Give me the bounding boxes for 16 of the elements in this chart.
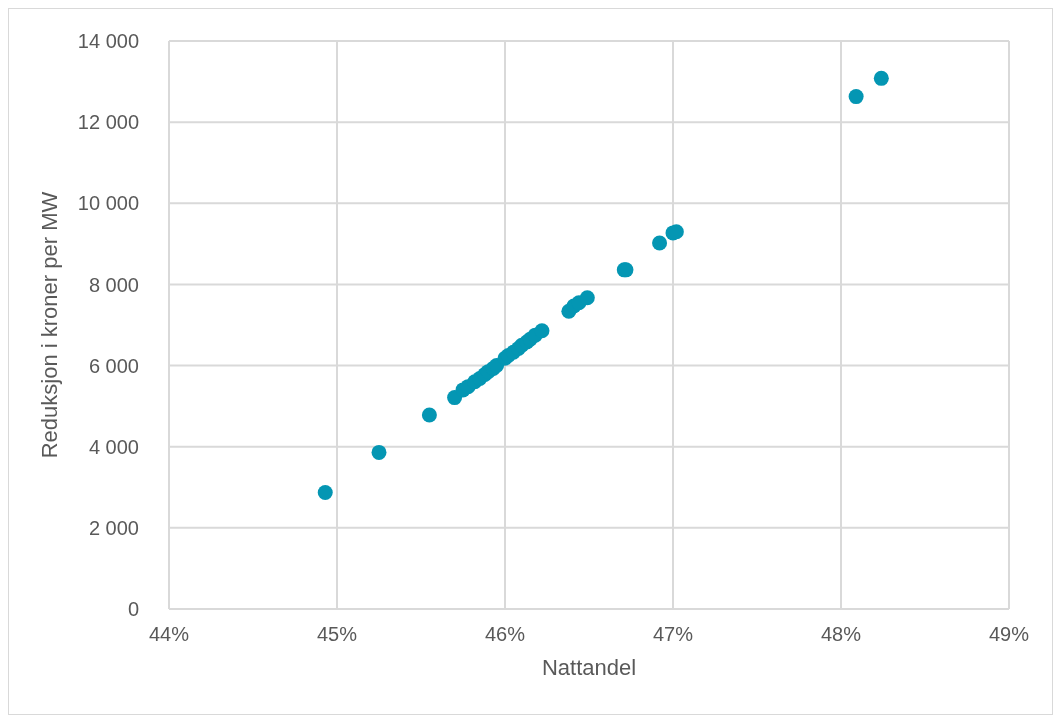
- y-axis-title: Reduksjon i kroner per MW: [36, 191, 62, 459]
- x-tick-label: 45%: [316, 623, 358, 646]
- x-tick-label: 47%: [652, 623, 694, 646]
- y-tick-label: 14 000: [77, 30, 139, 53]
- x-tick-label: 48%: [820, 623, 862, 646]
- y-tick-label: 2 000: [88, 516, 139, 539]
- y-tick-label: 12 000: [77, 111, 139, 134]
- x-tick-label: 46%: [484, 623, 526, 646]
- y-tick-label: 10 000: [77, 192, 139, 215]
- x-axis-title: Nattandel: [541, 655, 637, 680]
- y-tick-label: 8 000: [88, 273, 139, 296]
- x-tick-label: 44%: [148, 623, 190, 646]
- x-tick-label: 49%: [988, 623, 1030, 646]
- y-tick-label: 6 000: [88, 354, 139, 377]
- y-tick-label: 0: [127, 598, 139, 621]
- y-tick-label: 4 000: [88, 435, 139, 458]
